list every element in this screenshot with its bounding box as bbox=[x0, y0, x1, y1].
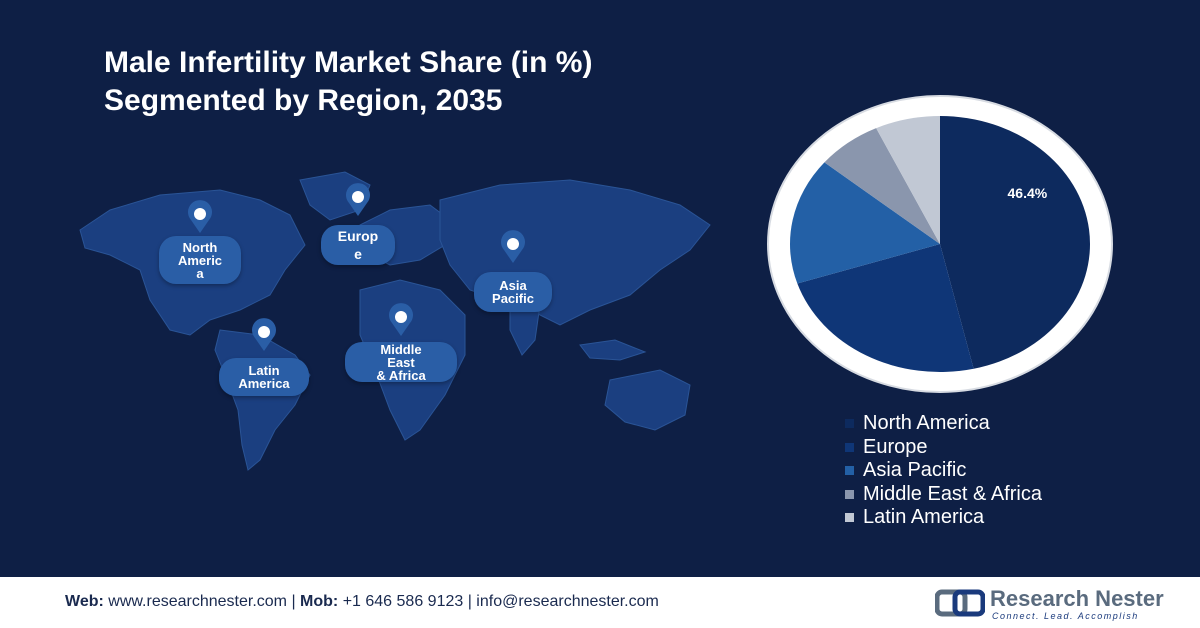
location-pin-icon bbox=[346, 183, 370, 216]
web-value: www.researchnester.com | bbox=[103, 593, 301, 610]
region-label-europe: Europ e bbox=[321, 225, 395, 265]
legend-item: North America bbox=[845, 412, 1042, 436]
legend-item: Middle East & Africa bbox=[845, 483, 1042, 507]
legend-label: Asia Pacific bbox=[863, 459, 967, 482]
australia-shape bbox=[604, 369, 691, 431]
legend-label: Latin America bbox=[863, 506, 985, 529]
mob-label: Mob: bbox=[300, 593, 339, 610]
indonesia-shape bbox=[579, 339, 647, 361]
legend-item: Latin America bbox=[845, 506, 1042, 530]
pie-data-label: 46.4% bbox=[1008, 185, 1048, 201]
logo-name: Research Nester bbox=[990, 586, 1164, 611]
pie-slice-latin-america bbox=[876, 116, 940, 244]
region-label-line: Asia bbox=[499, 278, 527, 293]
logo-mark-icon bbox=[935, 589, 985, 617]
region-label-line: a bbox=[196, 265, 204, 281]
title-line-2: Segmented by Region, 2035 bbox=[104, 84, 503, 117]
location-pin-icon bbox=[501, 230, 525, 263]
region-label-line: & Africa bbox=[376, 367, 426, 383]
region-label-line: e bbox=[354, 246, 362, 262]
region-label-latin-america: Latin America bbox=[219, 358, 309, 396]
pie-slice-europe bbox=[797, 244, 974, 372]
region-label-line: Americ bbox=[177, 252, 223, 268]
region-label-line: Latin bbox=[248, 363, 280, 378]
pie-slice-north-america bbox=[940, 116, 1090, 369]
pie-chart: 46.4% bbox=[767, 95, 1113, 393]
legend-swatch bbox=[845, 419, 854, 429]
legend-label: Middle East & Africa bbox=[863, 482, 1042, 505]
contact-info: Web: www.researchnester.com | Mob: +1 64… bbox=[65, 593, 659, 611]
pie-slice-asia-pacific bbox=[790, 162, 940, 284]
legend-item: Asia Pacific bbox=[845, 459, 1042, 483]
legend-swatch bbox=[845, 489, 854, 499]
region-label-asia-pacific: Asia Pacific bbox=[474, 272, 552, 312]
region-label-north-america: North Americ a bbox=[159, 236, 241, 284]
region-label-line: Europ bbox=[337, 228, 379, 244]
web-label: Web: bbox=[65, 593, 104, 610]
region-label-line: Pacific bbox=[492, 291, 534, 306]
chart-title: Male Infertility Market Share (in %) Seg… bbox=[104, 44, 592, 120]
chart-legend: North America Europe Asia Pacific Middle Ea… bbox=[845, 412, 1042, 530]
legend-swatch bbox=[845, 513, 854, 523]
region-label-line: Middle bbox=[380, 341, 422, 357]
legend-swatch bbox=[845, 442, 854, 452]
location-pin-icon bbox=[389, 303, 413, 336]
pie-slice-middle-east-africa bbox=[824, 128, 940, 244]
region-label-line: East bbox=[387, 354, 415, 370]
footer-bar: Web: www.researchnester.com | Mob: +1 64… bbox=[0, 577, 1200, 628]
region-label-line: America bbox=[238, 376, 290, 391]
logo-tagline: Connect. Lead. Accomplish bbox=[992, 611, 1139, 621]
location-pin-icon bbox=[188, 200, 212, 233]
region-label-line: North bbox=[182, 239, 218, 255]
legend-swatch bbox=[845, 466, 854, 476]
research-nester-logo: Research Nester Connect. Lead. Accomplis… bbox=[935, 585, 1164, 623]
title-line-1: Male Infertility Market Share (in %) bbox=[104, 46, 593, 79]
legend-item: Europe bbox=[845, 436, 1042, 460]
legend-label: North America bbox=[863, 412, 990, 435]
legend-label: Europe bbox=[863, 435, 928, 458]
location-pin-icon bbox=[252, 318, 276, 351]
mob-value: +1 646 586 9123 | info@researchnester.co… bbox=[338, 593, 659, 610]
region-label-middle-east-africa: Middle East & Africa bbox=[345, 342, 457, 382]
